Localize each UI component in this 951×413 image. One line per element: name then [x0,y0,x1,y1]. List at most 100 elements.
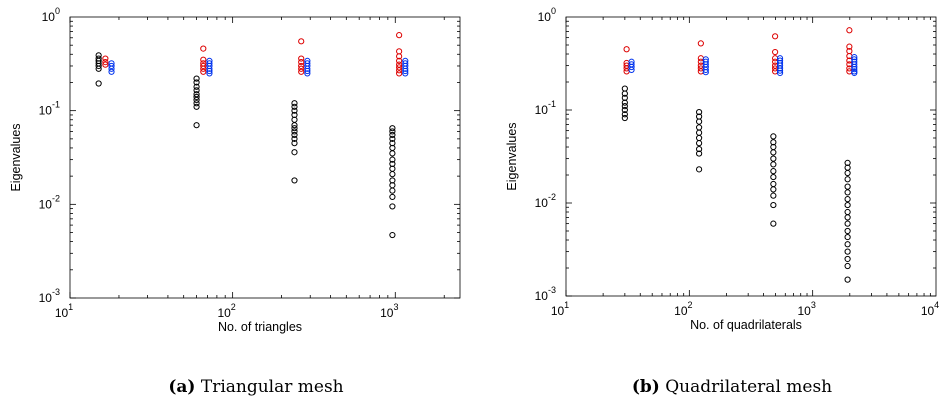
x-axis-label: No. of quadrilaterals [690,318,802,332]
data-point [389,150,396,157]
data-point [844,255,851,263]
data-point [291,131,298,139]
data-point [291,107,298,114]
data-point [695,124,703,131]
data-point [298,62,305,70]
y-tick-label: 10-3 [39,287,60,305]
data-point [389,203,396,210]
data-point [389,131,396,139]
x-tick-label: 101 [55,302,73,320]
data-point [770,168,777,175]
data-point [770,220,777,227]
data-point [206,67,213,75]
data-point [702,69,709,76]
data-point [776,67,784,74]
data-point [851,69,858,77]
data-point [193,93,200,101]
data-point [291,149,298,156]
data-point [770,161,777,168]
plot-area-frame [565,16,937,297]
data-point [844,233,851,241]
data-point [193,100,200,107]
data-point [402,67,409,75]
x-tick-label: 103 [380,302,398,320]
data-point [695,166,703,173]
data-point [291,140,298,147]
data-point [770,192,777,199]
data-point [193,83,200,90]
data-point [621,90,628,97]
data-point [108,65,115,72]
data-point [402,70,409,77]
data-point [851,63,858,71]
data-point [770,149,777,156]
data-point [772,48,779,56]
data-point [844,176,851,183]
data-point [291,100,298,107]
data-point [844,262,851,270]
data-point [844,208,851,216]
data-point [844,189,851,196]
x-tick-label: 103 [797,300,815,318]
data-point [102,61,109,68]
y-tick-label: 10-3 [535,285,556,303]
data-point [193,96,200,104]
data-point [291,135,298,142]
data-point [844,276,851,283]
data-point [298,65,305,72]
data-point [389,187,396,194]
data-point [695,145,703,153]
data-point [623,46,630,53]
data-point [396,32,403,39]
data-point [95,62,102,70]
data-point [621,114,628,122]
data-point [621,99,628,106]
data-point [389,135,396,142]
chart-panel-b: 101 102 103 104 100 10-1 10-2 10-3 No. of quadri… [505,6,939,397]
data-point [621,85,628,92]
data-point [628,66,635,73]
x-tick-label: 102 [217,302,235,320]
data-point [621,111,628,118]
data-point [695,118,703,125]
data-point [193,79,200,86]
data-point [697,40,704,47]
data-point [291,128,298,135]
y-tick-label: 10-2 [39,193,60,211]
data-point [695,129,703,136]
data-point [844,220,851,227]
y-tick-label: 10-1 [535,99,556,117]
data-point [200,45,207,52]
data-point [844,201,851,209]
y-axis-label: Eigenvalues [9,123,23,191]
data-point [396,64,403,71]
data-point [844,214,851,221]
data-point [193,103,200,110]
data-point [108,68,115,75]
x-tick-label: 104 [921,300,939,318]
data-point [776,69,784,77]
data-point [200,65,207,72]
y-tick-label: 10-2 [535,192,556,210]
data-point [695,140,703,147]
data-point [770,180,777,188]
data-point [206,70,213,77]
data-point [702,66,709,73]
y-tick-label: 100 [42,6,60,24]
data-point [695,108,703,116]
data-point [621,106,628,114]
data-point [846,43,853,50]
y-tick-label: 100 [538,6,556,24]
plot-area-frame [69,16,461,299]
data-point [844,227,851,235]
data-point [389,156,396,163]
data-point [396,67,403,74]
data-point [396,53,403,60]
data-point [108,62,115,70]
data-point [200,56,207,63]
data-point [304,65,311,72]
data-point [298,68,305,75]
data-point [304,67,311,75]
data-point [844,169,851,177]
